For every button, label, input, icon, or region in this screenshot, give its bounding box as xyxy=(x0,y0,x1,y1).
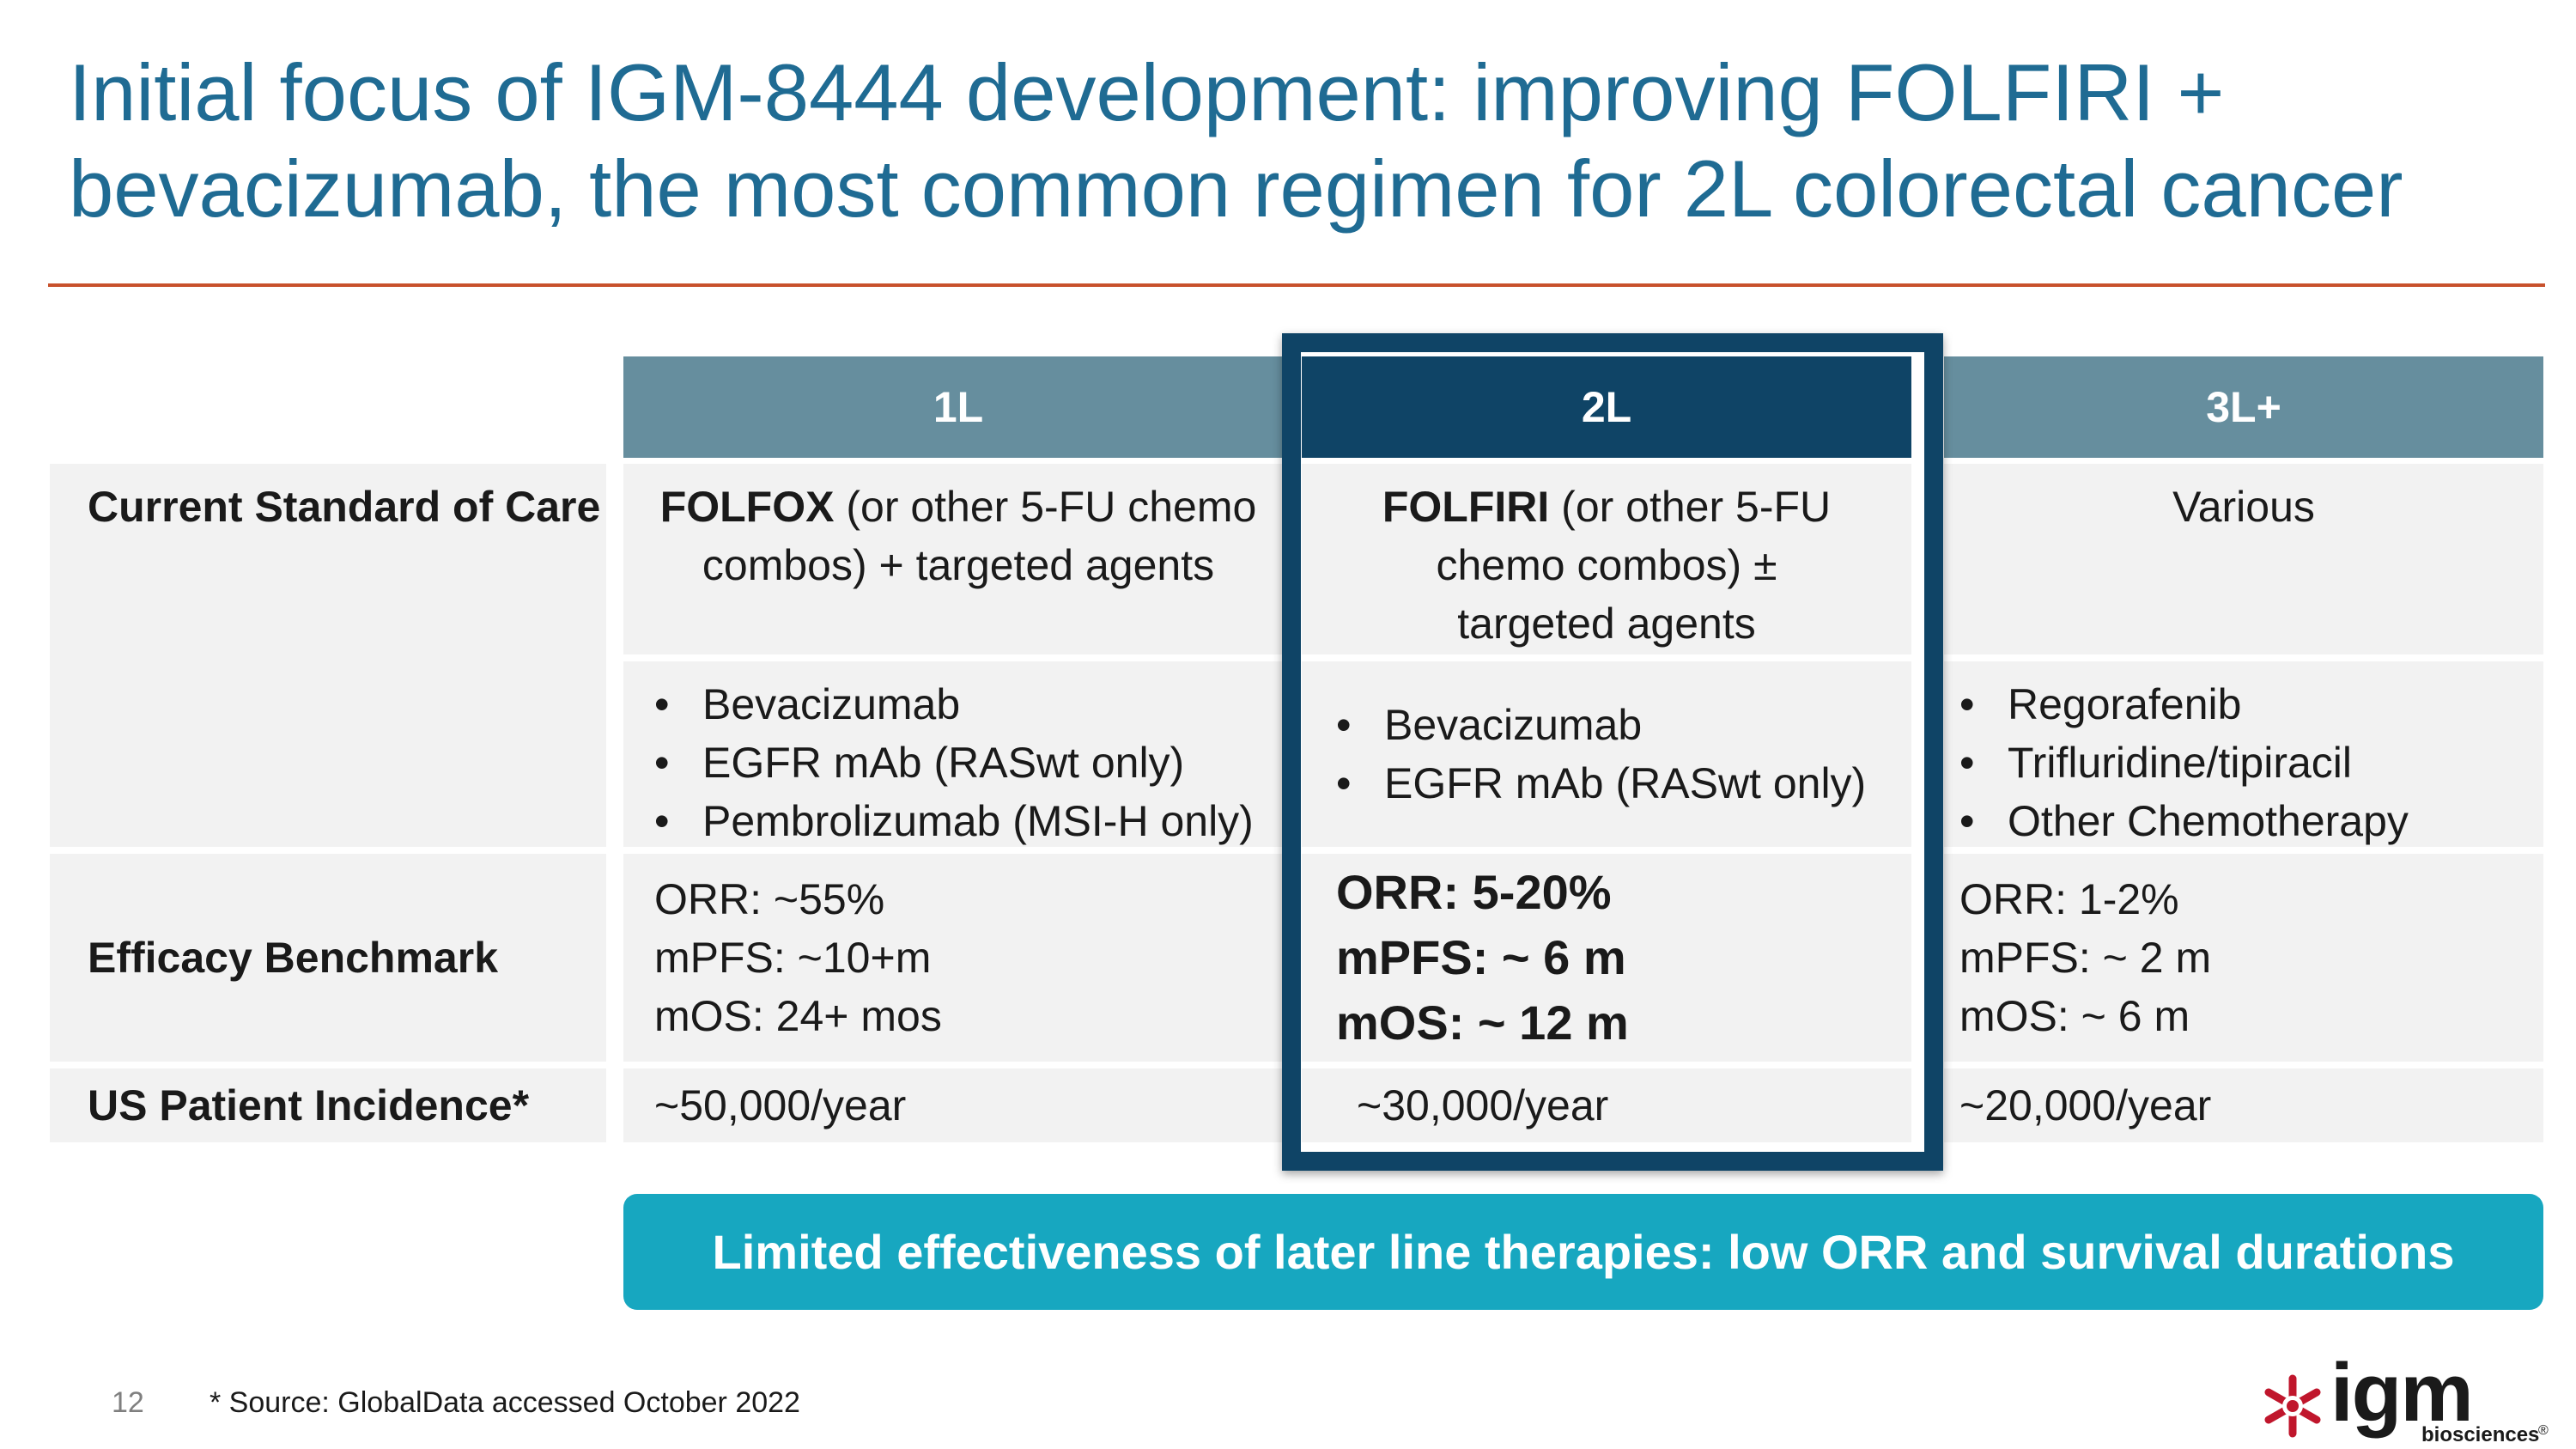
source-footnote: * Source: GlobalData accessed October 20… xyxy=(210,1386,800,1419)
list-item: Trifluridine/tipiracil xyxy=(1959,734,2543,792)
cell-1l-standard-of-care: FOLFOX (or other 5-FU chemo combos) + ta… xyxy=(623,464,1293,654)
agents-list-2l: Bevacizumab EGFR mAb (RASwt only) xyxy=(1336,696,1911,813)
2l-highlight-frame xyxy=(1282,333,1943,1171)
cell-1l-efficacy: ORR: ~55% mPFS: ~10+m mOS: 24+ mos xyxy=(623,854,1293,1062)
cell-3l-incidence: ~20,000/year xyxy=(1944,1068,2543,1142)
cell-2l-efficacy: ORR: 5-20% mPFS: ~ 6 m mOS: ~ 12 m xyxy=(1302,854,1911,1062)
list-item: EGFR mAb (RASwt only) xyxy=(654,734,1293,792)
row-label-efficacy-benchmark-text: Efficacy Benchmark xyxy=(88,934,499,982)
cell-2l-soc-text-1: (or other 5-FU xyxy=(1549,483,1832,531)
agents-list-1l: Bevacizumab EGFR mAb (RASwt only) Pembro… xyxy=(654,675,1293,850)
row-label-us-patient-incidence-text: US Patient Incidence* xyxy=(88,1081,530,1129)
slide-title: Initial focus of IGM-8444 development: i… xyxy=(69,45,2524,237)
efficacy-mpfs: mPFS: ~10+m xyxy=(654,934,932,982)
list-item: Bevacizumab xyxy=(1336,696,1911,754)
cell-1l-soc-text-1: (or other 5-FU chemo xyxy=(834,483,1257,531)
column-header-2l: 2L xyxy=(1302,356,1911,458)
efficacy-mpfs: mPFS: ~ 2 m xyxy=(1959,934,2212,982)
slide-title-line-1: Initial focus of IGM-8444 development: i… xyxy=(69,47,2225,137)
igm-logo: igm biosciences ® xyxy=(2258,1347,2550,1447)
cell-3l-soc-text: Various xyxy=(2172,483,2315,531)
efficacy-orr: ORR: 5-20% xyxy=(1336,865,1612,919)
cell-3l-agents: Regorafenib Trifluridine/tipiracil Other… xyxy=(1944,661,2543,850)
efficacy-orr: ORR: ~55% xyxy=(654,875,885,923)
efficacy-orr: ORR: 1-2% xyxy=(1959,875,2179,923)
row-label-us-patient-incidence: US Patient Incidence* xyxy=(50,1068,606,1142)
cell-2l-soc-text-2: chemo combos) ± xyxy=(1436,541,1777,589)
row-label-efficacy-benchmark: Efficacy Benchmark xyxy=(50,854,606,1062)
efficacy-mpfs: mPFS: ~ 6 m xyxy=(1336,930,1626,984)
logo-registered-mark: ® xyxy=(2538,1423,2549,1438)
regimen-folfiri: FOLFIRI xyxy=(1382,483,1550,531)
logo-wordmark: igm xyxy=(2330,1347,2474,1439)
asterisk-flower-icon xyxy=(2264,1374,2321,1438)
list-item: Regorafenib xyxy=(1959,675,2543,734)
cell-2l-incidence: ~30,000/year xyxy=(1302,1068,1911,1142)
incidence-value: ~30,000/year xyxy=(1357,1081,1609,1129)
cell-1l-soc-text-2: combos) + targeted agents xyxy=(702,541,1215,589)
efficacy-mos: mOS: 24+ mos xyxy=(654,992,942,1040)
agents-list-3l: Regorafenib Trifluridine/tipiracil Other… xyxy=(1959,675,2543,850)
list-item: Other Chemotherapy xyxy=(1959,792,2543,850)
logo-subtext: biosciences xyxy=(2421,1423,2540,1446)
efficacy-mos: mOS: ~ 12 m xyxy=(1336,995,1629,1050)
regimen-folfox: FOLFOX xyxy=(659,483,835,531)
efficacy-mos: mOS: ~ 6 m xyxy=(1959,992,2190,1040)
list-item: EGFR mAb (RASwt only) xyxy=(1336,754,1911,813)
conclusion-banner: Limited effectiveness of later line ther… xyxy=(623,1194,2543,1310)
cell-1l-agents: Bevacizumab EGFR mAb (RASwt only) Pembro… xyxy=(623,661,1293,850)
column-header-3l: 3L+ xyxy=(1944,356,2543,458)
list-item: Pembrolizumab (MSI-H only) xyxy=(654,792,1293,850)
cell-2l-standard-of-care: FOLFIRI (or other 5-FU chemo combos) ± t… xyxy=(1302,464,1911,654)
cell-3l-standard-of-care: Various xyxy=(1944,464,2543,654)
cell-2l-soc-text-3: targeted agents xyxy=(1457,600,1756,648)
cell-3l-efficacy: ORR: 1-2% mPFS: ~ 2 m mOS: ~ 6 m xyxy=(1944,854,2543,1062)
list-item: Bevacizumab xyxy=(654,675,1293,734)
column-header-1l: 1L xyxy=(623,356,1293,458)
title-divider xyxy=(48,283,2545,287)
row-label-standard-of-care: Current Standard of Care xyxy=(50,464,606,847)
incidence-value: ~50,000/year xyxy=(654,1081,907,1129)
row-label-standard-of-care-text: Current Standard of Care xyxy=(88,483,601,531)
page-number: 12 xyxy=(112,1386,144,1419)
incidence-value: ~20,000/year xyxy=(1959,1081,2212,1129)
slide-title-line-2: bevacizumab, the most common regimen for… xyxy=(69,143,2403,234)
cell-2l-agents: Bevacizumab EGFR mAb (RASwt only) xyxy=(1302,661,1911,847)
cell-1l-incidence: ~50,000/year xyxy=(623,1068,1293,1142)
